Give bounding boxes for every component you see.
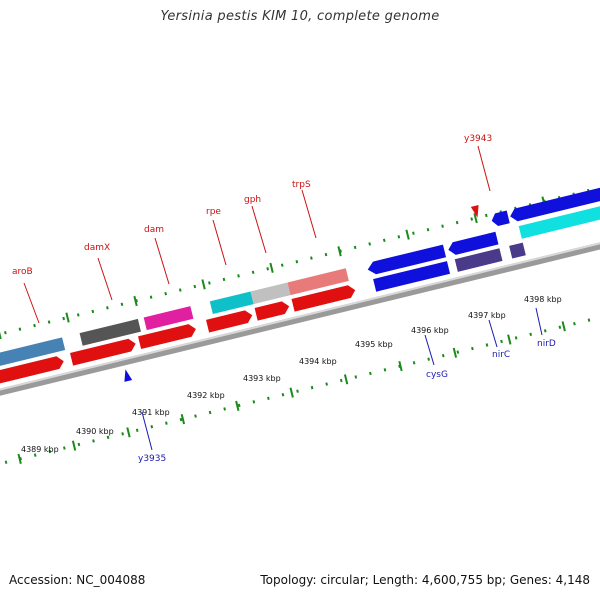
tick-labels: 4389 kbp 4390 kbp 4391 kbp 4392 kbp 4393… (21, 295, 562, 454)
forward-strand-features (0, 186, 600, 388)
label-trpS: trpS (292, 180, 311, 190)
gene-arrow-gph (250, 282, 291, 305)
label-gph: gph (244, 195, 261, 205)
top-gene-labels: aroB damX dam rpe gph trpS y3943 (12, 134, 492, 324)
operon-arrow-6 (291, 285, 356, 312)
marker-y3935 (124, 369, 133, 382)
label-damX: damX (84, 243, 110, 253)
tick-label: 4390 kbp (76, 427, 114, 436)
inner-tick-track (0, 298, 600, 468)
operon-arrow-2 (70, 338, 136, 366)
inner-major-ticks (17, 321, 566, 465)
tick-label: 4393 kbp (243, 374, 281, 383)
label-cysG: cysG (426, 370, 448, 380)
label-y3935: y3935 (138, 454, 166, 464)
tick-label: 4389 kbp (21, 445, 59, 454)
label-dam: dam (144, 225, 164, 235)
label-y3943: y3943 (464, 134, 492, 144)
gene-arrow-nirC-top (448, 231, 499, 255)
gene-arrow-cysG-top (367, 244, 447, 275)
genome-summary: Topology: circular; Length: 4,600,755 bp… (260, 573, 590, 587)
tick-label: 4396 kbp (411, 326, 449, 335)
label-nirC: nirC (492, 350, 510, 360)
gene-arrow-nirC-bottom (454, 248, 503, 272)
tick-label: 4392 kbp (187, 391, 225, 400)
gene-arrow-dam (143, 306, 194, 331)
gene-arrow-nirD-outer (510, 186, 600, 222)
gene-arrow-trpS (287, 268, 349, 296)
tick-label: 4395 kbp (355, 340, 393, 349)
reverse-strand-features (367, 231, 526, 292)
label-nirD: nirD (537, 339, 556, 349)
bottom-gene-labels: y3935 cysG nirC nirD (138, 307, 556, 464)
outer-major-ticks (0, 196, 546, 340)
operon-arrow-4 (206, 310, 253, 333)
operon-arrow-1 (0, 356, 64, 388)
label-aroB: aroB (12, 267, 33, 277)
gene-arrow-cysG-bottom (373, 261, 451, 292)
operon-arrow-5 (254, 301, 290, 321)
label-rpe: rpe (206, 207, 221, 217)
gene-arrow-nirB (518, 204, 600, 239)
marker-y3943 (470, 205, 479, 218)
operon-arrow-3 (138, 324, 196, 350)
gene-arrow-nirD-small (491, 210, 510, 226)
gene-arrow-nirD-bottom (509, 242, 526, 259)
gene-arrow-rpe (209, 291, 254, 315)
tick-label: 4391 kbp (132, 408, 170, 417)
tick-label: 4394 kbp (299, 357, 337, 366)
gene-arrow-aroB (0, 337, 66, 372)
tick-label: 4397 kbp (468, 311, 506, 320)
accession-label: Accession: NC_004088 (9, 573, 146, 587)
gene-arrow-damX (79, 318, 141, 346)
genome-title: Yersinia pestis KIM 10, complete genome (160, 9, 440, 24)
tick-label: 4398 kbp (524, 295, 562, 304)
